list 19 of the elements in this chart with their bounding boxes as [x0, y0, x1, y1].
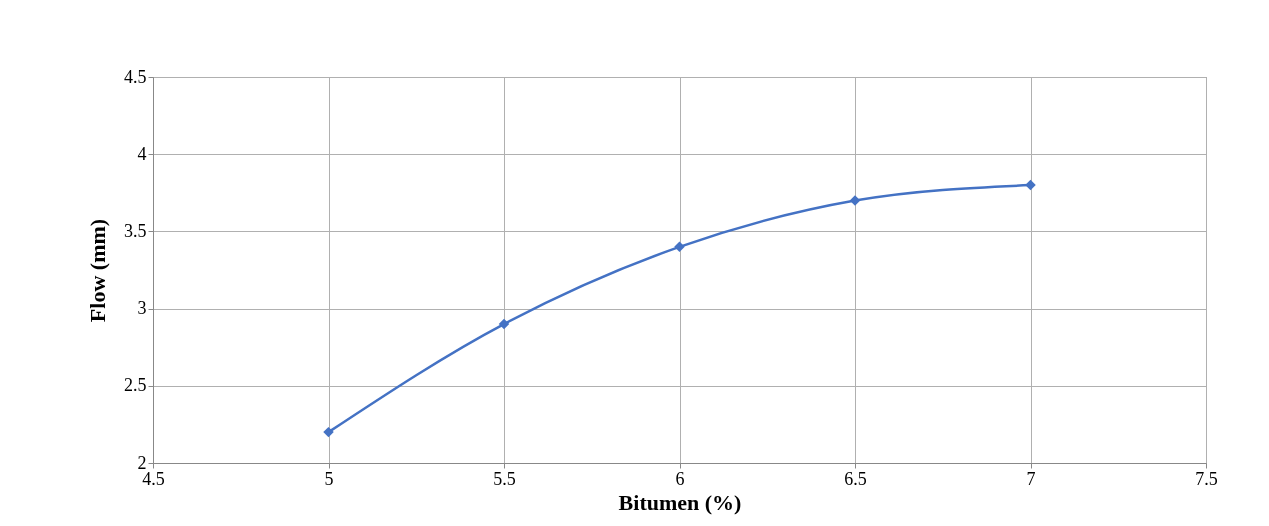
point	[323, 426, 334, 438]
x-tick-label: 5	[324, 468, 334, 489]
y-axis-title: Flow (mm)	[85, 218, 110, 323]
y-tick-label: 4.5	[124, 66, 147, 87]
x-tick-label: 7	[1026, 468, 1036, 489]
x-axis-title: Bitumen (%)	[618, 489, 742, 515]
y-tick-label: 2	[137, 452, 147, 473]
x-tick-label: 5.5	[493, 468, 516, 489]
x-tick-label: 6	[675, 468, 685, 489]
point	[1025, 179, 1036, 191]
point	[674, 241, 685, 253]
y-tick-label: 3.5	[124, 220, 147, 241]
y-tick-label: 3	[137, 298, 147, 319]
x-tick-label: 7.5	[1195, 468, 1218, 489]
point	[849, 195, 861, 206]
point	[498, 318, 510, 330]
y-tick-label: 2.5	[124, 375, 147, 396]
x-tick-label: 6.5	[844, 468, 867, 489]
y-tick-label: 4	[137, 143, 147, 164]
